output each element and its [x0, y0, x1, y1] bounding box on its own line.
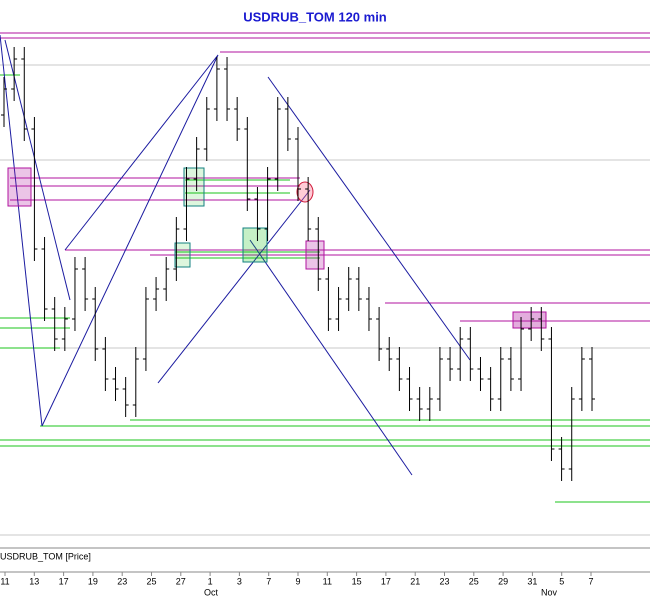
x-tick-label: 17: [381, 576, 391, 586]
x-tick-label: 29: [498, 576, 508, 586]
x-tick-label: 3: [237, 576, 242, 586]
month-label: Oct: [204, 587, 219, 597]
x-tick-label: 11: [0, 576, 9, 586]
x-tick-label: 25: [146, 576, 156, 586]
x-tick-label: 1: [208, 576, 213, 586]
chart-title: USDRUB_TOM 120 min: [243, 9, 387, 24]
x-tick-label: 7: [588, 576, 593, 586]
x-tick-label: 7: [266, 576, 271, 586]
x-tick-label: 9: [295, 576, 300, 586]
x-tick-label: 15: [352, 576, 362, 586]
x-tick-label: 5: [559, 576, 564, 586]
x-tick-label: 27: [176, 576, 186, 586]
x-tick-label: 21: [410, 576, 420, 586]
x-tick-label: 31: [527, 576, 537, 586]
month-label: Nov: [541, 587, 558, 597]
x-tick-label: 25: [469, 576, 479, 586]
x-tick-label: 17: [59, 576, 69, 586]
legend-label: USDRUB_TOM [Price]: [0, 551, 91, 561]
price-bars: [1, 47, 595, 481]
x-tick-label: 23: [117, 576, 127, 586]
x-tick-label: 13: [29, 576, 39, 586]
x-tick-label: 11: [323, 576, 332, 586]
x-tick-label: 19: [88, 576, 98, 586]
x-tick-label: 23: [439, 576, 449, 586]
